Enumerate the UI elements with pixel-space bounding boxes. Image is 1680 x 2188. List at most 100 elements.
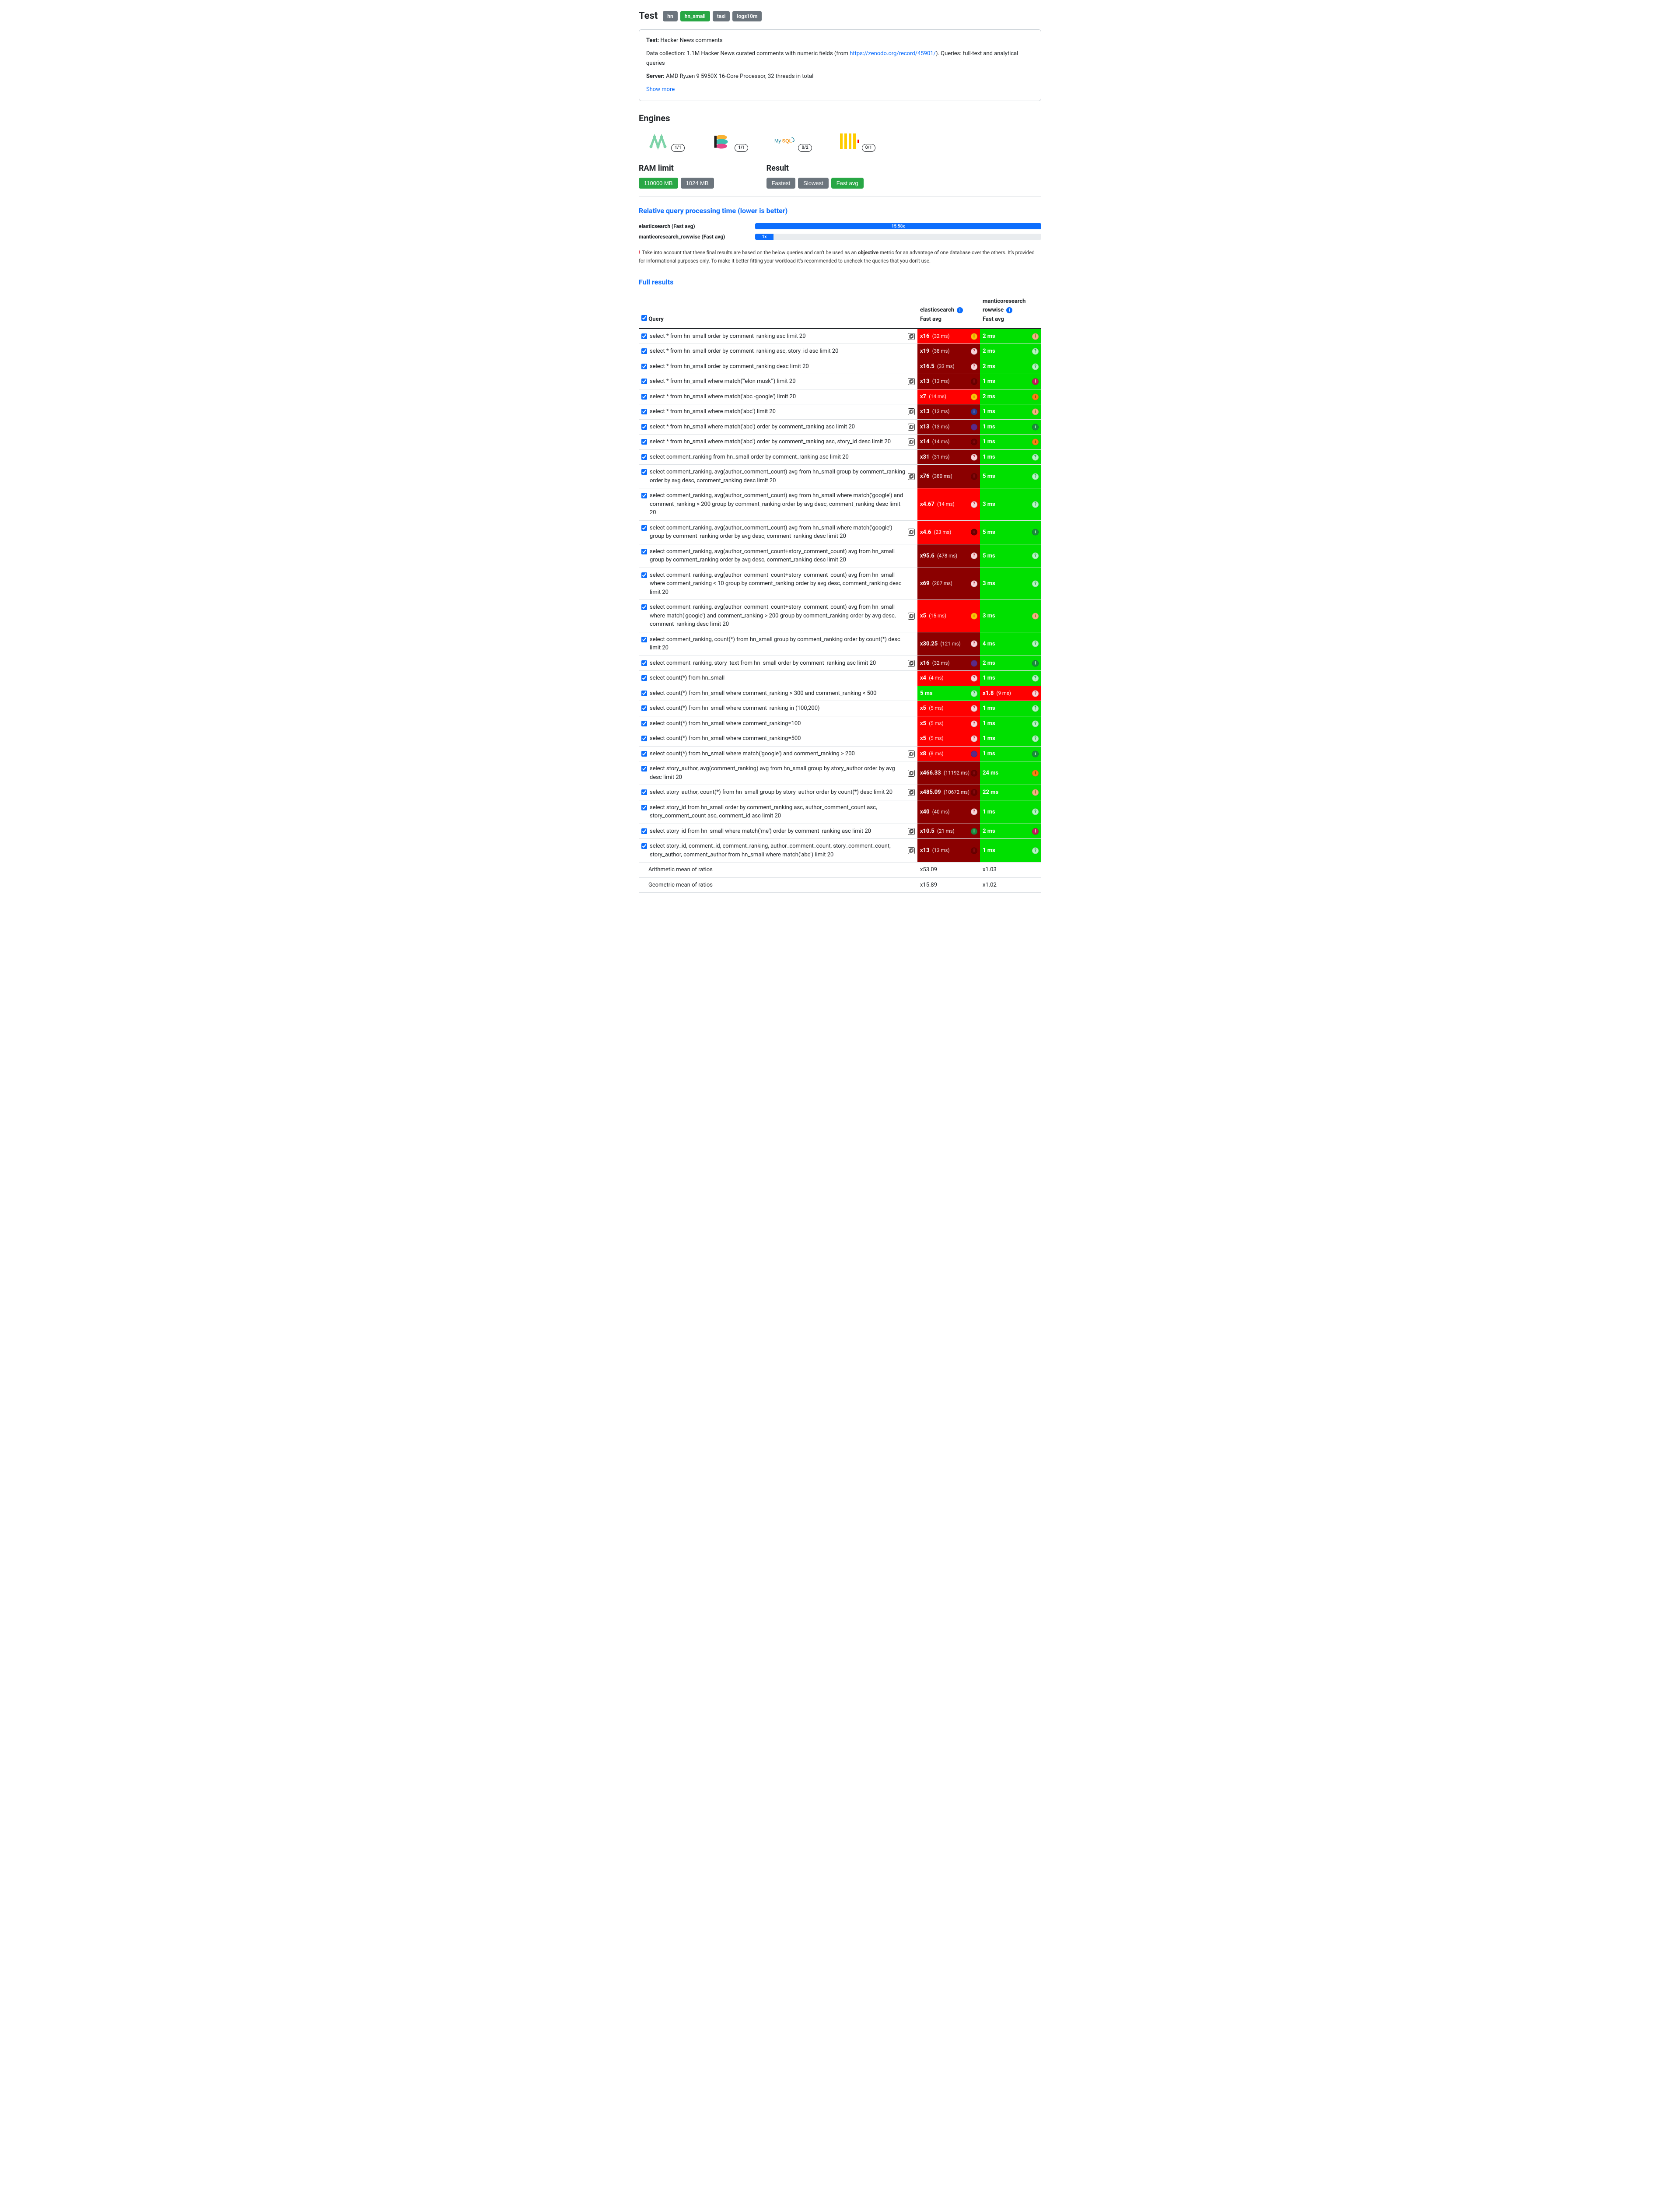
status-icon[interactable] — [971, 424, 977, 430]
tab-logs10m[interactable]: logs10m — [732, 11, 762, 21]
ram-option-1024-mb[interactable]: 1024 MB — [681, 178, 714, 189]
status-icon[interactable]: i — [1032, 409, 1039, 415]
tab-hn[interactable]: hn — [663, 11, 677, 21]
status-icon[interactable]: ? — [971, 675, 977, 682]
status-icon[interactable]: ? — [1032, 363, 1039, 370]
status-icon[interactable] — [971, 750, 977, 757]
query-checkbox[interactable] — [641, 379, 647, 384]
query-checkbox[interactable] — [641, 721, 647, 726]
query-checkbox[interactable] — [641, 675, 647, 681]
result-option-fast-avg[interactable]: Fast avg — [831, 178, 864, 189]
cache-icon[interactable] — [908, 333, 915, 340]
query-checkbox[interactable] — [641, 333, 647, 339]
status-icon[interactable]: ? — [971, 641, 977, 647]
status-icon[interactable]: i — [1032, 613, 1039, 619]
cache-icon[interactable] — [908, 473, 915, 480]
status-icon[interactable]: i — [971, 379, 977, 385]
cache-icon[interactable] — [908, 789, 915, 796]
status-icon[interactable]: i — [1032, 660, 1039, 666]
query-checkbox[interactable] — [641, 469, 647, 475]
status-icon[interactable]: i — [1032, 393, 1039, 400]
engine-mysql[interactable]: MySQL0/2 — [774, 131, 812, 152]
query-checkbox[interactable] — [641, 805, 647, 810]
cache-icon[interactable] — [908, 378, 915, 385]
status-icon[interactable]: ? — [1032, 348, 1039, 355]
status-icon[interactable]: i — [971, 789, 977, 796]
status-icon[interactable]: ? — [971, 581, 977, 587]
status-icon[interactable]: ? — [971, 454, 977, 460]
cache-icon[interactable] — [908, 438, 915, 445]
cache-icon[interactable] — [908, 529, 915, 536]
status-icon[interactable]: ? — [1032, 736, 1039, 742]
query-checkbox[interactable] — [641, 364, 647, 369]
query-checkbox[interactable] — [641, 660, 647, 666]
query-checkbox[interactable] — [641, 525, 647, 531]
engine-elastic[interactable]: 1/1 — [711, 131, 748, 152]
status-icon[interactable]: i — [971, 473, 977, 480]
status-icon[interactable]: i — [971, 828, 977, 835]
status-icon[interactable]: ? — [1032, 473, 1039, 480]
query-checkbox[interactable] — [641, 424, 647, 430]
status-icon[interactable]: ? — [971, 720, 977, 727]
tab-taxi[interactable]: taxi — [713, 11, 730, 21]
status-icon[interactable]: ? — [1032, 720, 1039, 727]
data-link[interactable]: https://zenodo.org/record/45901/ — [850, 50, 936, 57]
status-icon[interactable]: ? — [1032, 847, 1039, 854]
status-icon[interactable]: ? — [1032, 641, 1039, 647]
status-icon[interactable]: i — [1032, 439, 1039, 445]
query-checkbox[interactable] — [641, 348, 647, 354]
status-icon[interactable]: ? — [971, 363, 977, 370]
cache-icon[interactable] — [908, 847, 915, 854]
status-icon[interactable] — [971, 660, 977, 666]
info-icon[interactable]: i — [957, 307, 963, 313]
status-icon[interactable]: ? — [971, 553, 977, 559]
cache-icon[interactable] — [908, 660, 915, 667]
cache-icon[interactable] — [908, 828, 915, 835]
status-icon[interactable]: i — [1032, 529, 1039, 536]
status-icon[interactable]: i — [971, 333, 977, 340]
status-icon[interactable]: i — [971, 613, 977, 619]
status-icon[interactable]: i — [971, 393, 977, 400]
status-icon[interactable]: ? — [1032, 690, 1039, 697]
cache-icon[interactable] — [908, 770, 915, 777]
query-checkbox[interactable] — [641, 454, 647, 460]
status-icon[interactable]: ? — [1032, 581, 1039, 587]
status-icon[interactable]: ? — [971, 736, 977, 742]
query-checkbox[interactable] — [641, 766, 647, 771]
query-checkbox[interactable] — [641, 637, 647, 642]
status-icon[interactable]: i — [971, 439, 977, 445]
select-all-checkbox[interactable] — [641, 315, 647, 321]
result-option-slowest[interactable]: Slowest — [798, 178, 829, 189]
status-icon[interactable]: ? — [1032, 705, 1039, 712]
status-icon[interactable]: ? — [971, 348, 977, 355]
query-checkbox[interactable] — [641, 409, 647, 414]
status-icon[interactable]: i — [1032, 379, 1039, 385]
status-icon[interactable]: i — [971, 847, 977, 854]
status-icon[interactable]: i — [971, 529, 977, 536]
show-more-link[interactable]: Show more — [646, 86, 675, 93]
status-icon[interactable]: i — [971, 409, 977, 415]
status-icon[interactable]: i — [971, 770, 977, 776]
query-checkbox[interactable] — [641, 549, 647, 554]
cache-icon[interactable] — [908, 750, 915, 757]
status-icon[interactable]: ? — [1032, 675, 1039, 682]
status-icon[interactable]: i — [1032, 750, 1039, 757]
status-icon[interactable]: ? — [1032, 454, 1039, 460]
status-icon[interactable]: ? — [1032, 809, 1039, 815]
query-checkbox[interactable] — [641, 736, 647, 741]
status-icon[interactable]: ? — [1032, 501, 1039, 508]
query-checkbox[interactable] — [641, 691, 647, 696]
status-icon[interactable]: ? — [1032, 553, 1039, 559]
tab-hn_small[interactable]: hn_small — [680, 11, 710, 21]
cache-icon[interactable] — [908, 613, 915, 620]
status-icon[interactable]: ? — [971, 501, 977, 508]
query-checkbox[interactable] — [641, 789, 647, 795]
status-icon[interactable]: i — [1032, 333, 1039, 340]
query-checkbox[interactable] — [641, 572, 647, 578]
cache-icon[interactable] — [908, 408, 915, 415]
status-icon[interactable]: ? — [971, 705, 977, 712]
query-checkbox[interactable] — [641, 705, 647, 711]
status-icon[interactable]: ? — [971, 809, 977, 815]
ram-option-110000-mb[interactable]: 110000 MB — [639, 178, 678, 189]
result-option-fastest[interactable]: Fastest — [766, 178, 796, 189]
